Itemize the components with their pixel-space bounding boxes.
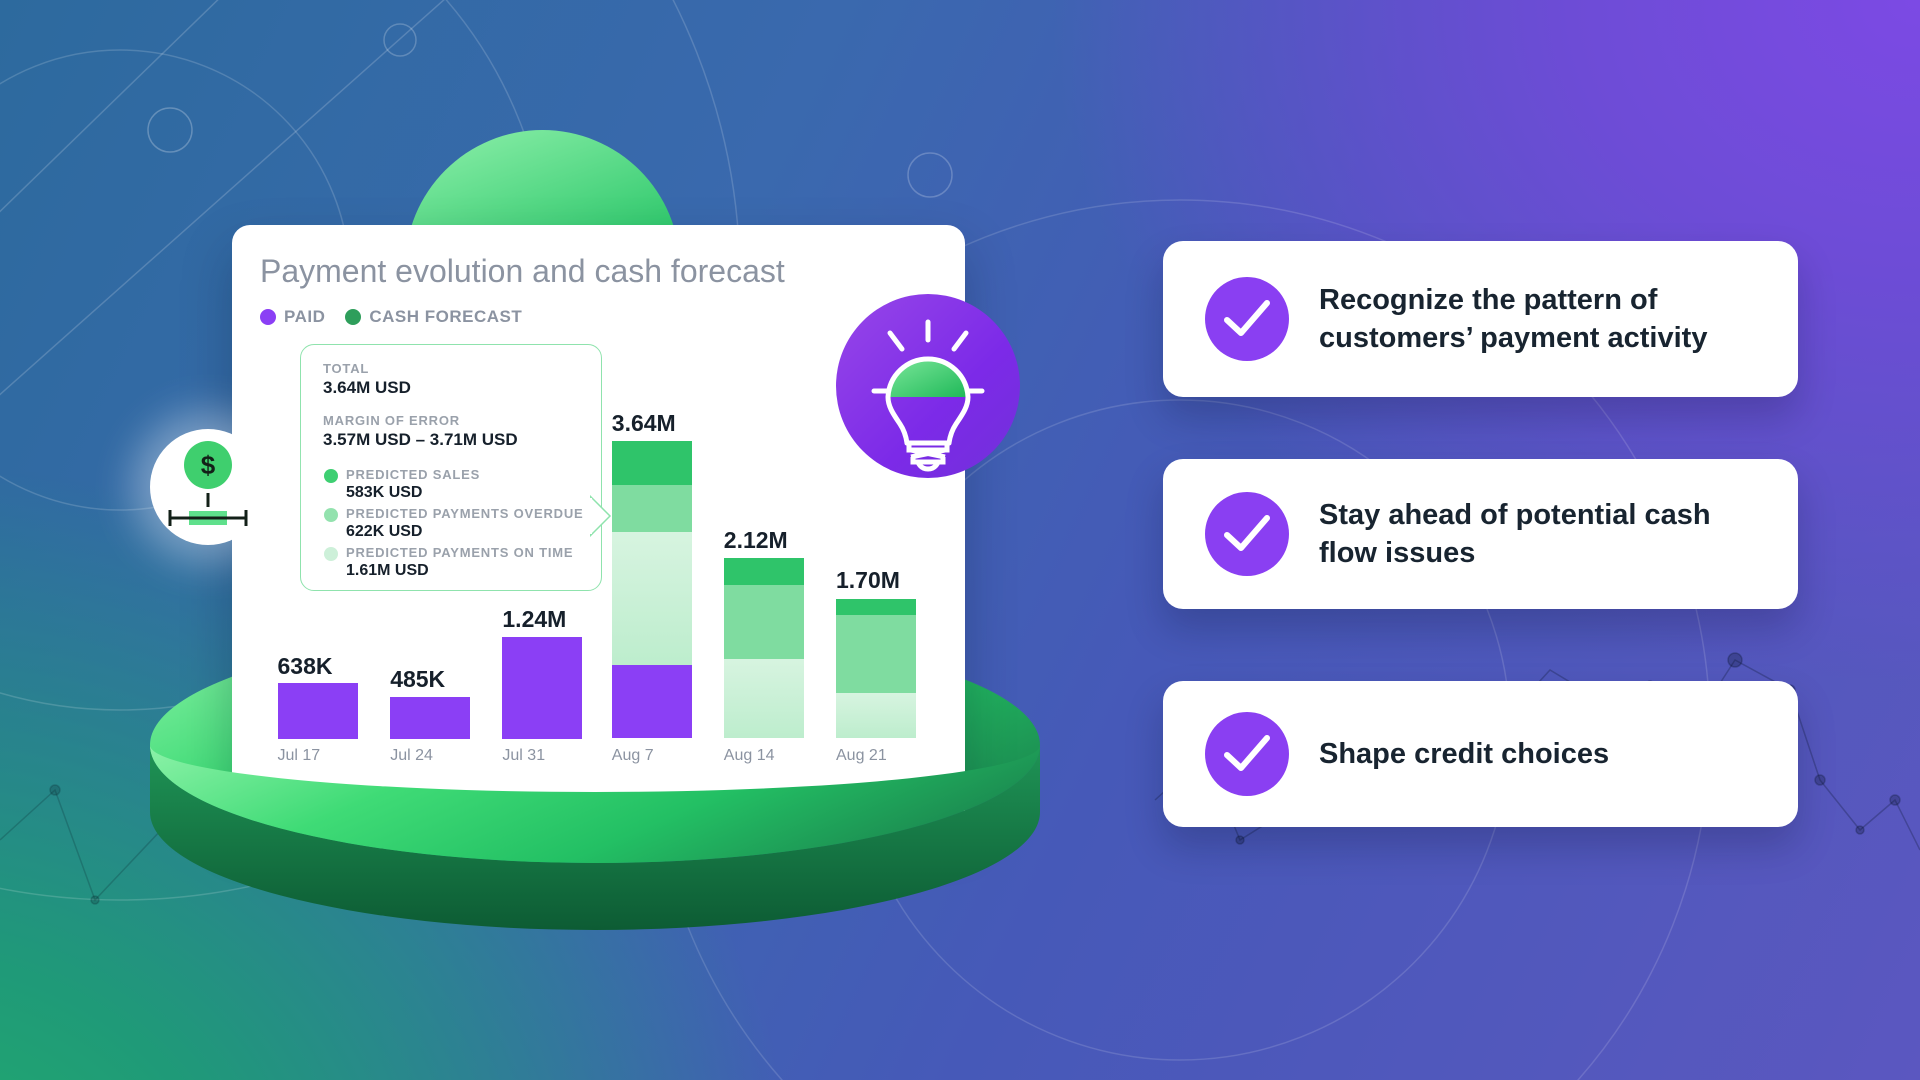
svg-text:$: $ <box>201 450 216 480</box>
